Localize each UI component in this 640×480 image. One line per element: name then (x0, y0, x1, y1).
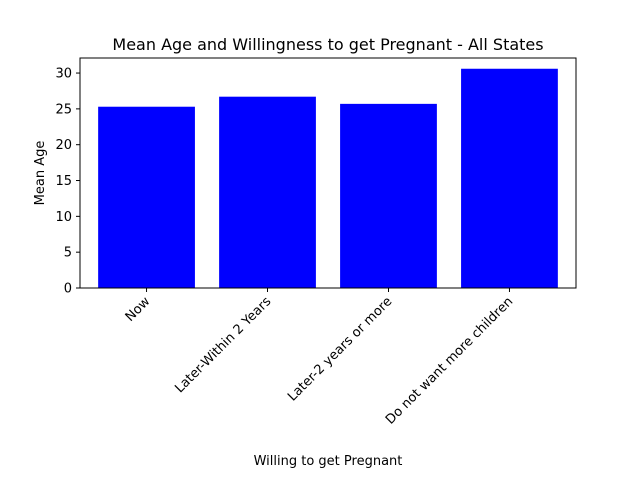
y-tick-label: 20 (55, 138, 72, 153)
x-axis: Now Later-Within 2 Years Later-2 years or … (123, 288, 516, 428)
x-axis-label: Willing to get Pregnant (254, 454, 403, 469)
y-tick-label: 25 (55, 102, 72, 117)
y-tick-label: 5 (64, 246, 72, 261)
bar-1 (219, 96, 316, 288)
bar-3 (461, 68, 558, 288)
bar-0 (98, 106, 195, 288)
x-tick-label: Later-2 years or more (285, 294, 395, 404)
x-tick-label: Do not want more children (383, 294, 516, 427)
bar-2 (340, 103, 437, 288)
x-tick-label: Now (123, 294, 154, 325)
y-tick-label: 10 (55, 210, 72, 225)
chart-title: Mean Age and Willingness to get Pregnant… (112, 35, 543, 54)
x-tick-label: Later-Within 2 Years (172, 294, 274, 396)
y-tick-label: 0 (64, 282, 72, 297)
y-tick-label: 15 (55, 174, 72, 189)
y-axis-label: Mean Age (33, 141, 48, 206)
bars-group (98, 68, 558, 288)
y-tick-label: 30 (55, 67, 72, 82)
plot-frame (79, 57, 577, 289)
y-axis: 0 5 10 15 20 25 30 (55, 67, 80, 297)
